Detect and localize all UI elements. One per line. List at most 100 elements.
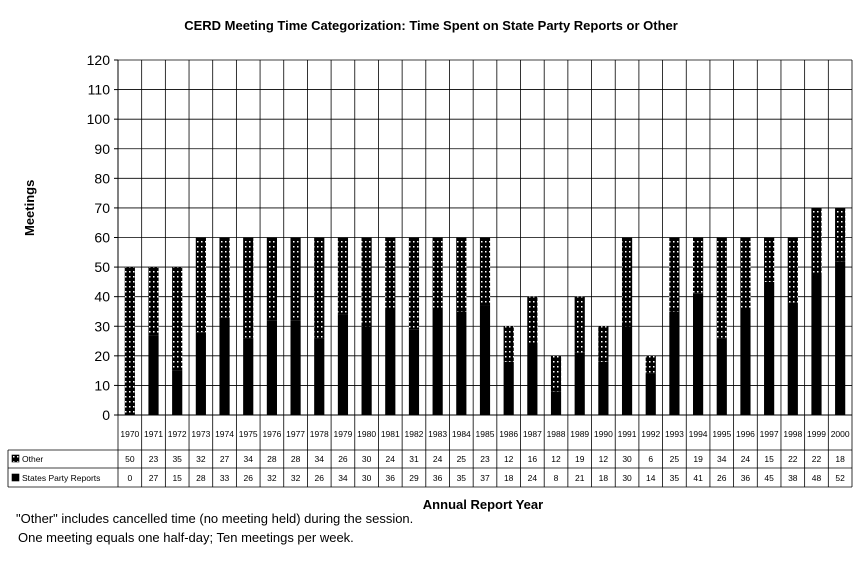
- x-tick-label: 1992: [641, 429, 660, 439]
- data-label-states-party-reports: 21: [575, 473, 585, 483]
- x-tick-label: 1978: [310, 429, 329, 439]
- x-tick-label: 1997: [760, 429, 779, 439]
- data-label-other: 12: [504, 454, 514, 464]
- x-tick-label: 1973: [191, 429, 210, 439]
- footnote-other: "Other" includes cancelled time (no meet…: [16, 511, 414, 526]
- bar-states-party-reports: [550, 391, 562, 415]
- y-tick-label: 70: [94, 200, 110, 216]
- y-tick-label: 10: [94, 377, 110, 393]
- data-label-other: 28: [267, 454, 277, 464]
- bar-other: [621, 237, 633, 327]
- x-tick-label: 1974: [215, 429, 234, 439]
- data-label-states-party-reports: 30: [622, 473, 632, 483]
- data-label-states-party-reports: 35: [670, 473, 680, 483]
- bar-states-party-reports: [148, 335, 159, 415]
- data-label-other: 19: [693, 454, 703, 464]
- data-label-states-party-reports: 27: [149, 473, 159, 483]
- bar-states-party-reports: [361, 326, 372, 415]
- data-label-states-party-reports: 0: [127, 473, 132, 483]
- x-tick-label: 1993: [665, 429, 684, 439]
- y-tick-label: 30: [94, 318, 110, 334]
- x-tick-label: 1987: [523, 429, 542, 439]
- bar-states-party-reports: [432, 308, 443, 415]
- bar-states-party-reports: [408, 329, 420, 415]
- bar-states-party-reports: [195, 332, 206, 415]
- data-label-other: 34: [717, 454, 727, 464]
- data-label-other: 35: [172, 454, 182, 464]
- data-label-states-party-reports: 18: [599, 473, 609, 483]
- data-label-other: 22: [788, 454, 798, 464]
- bar-other: [408, 237, 420, 330]
- bar-other: [811, 207, 822, 273]
- data-label-other: 50: [125, 454, 135, 464]
- data-label-other: 23: [480, 454, 490, 464]
- bar-states-party-reports: [669, 311, 680, 415]
- y-tick-label: 50: [94, 259, 110, 275]
- data-label-states-party-reports: 36: [741, 473, 751, 483]
- legend-key-other: [11, 454, 20, 463]
- data-label-other: 24: [433, 454, 443, 464]
- bar-other: [266, 237, 277, 321]
- data-label-states-party-reports: 36: [386, 473, 396, 483]
- x-tick-label: 1985: [476, 429, 495, 439]
- bar-other: [835, 207, 846, 262]
- bar-states-party-reports: [456, 311, 467, 415]
- x-tick-label: 1977: [286, 429, 305, 439]
- bar-other: [574, 296, 585, 353]
- bar-other: [314, 237, 325, 339]
- bar-other: [764, 237, 775, 282]
- y-tick-label: 20: [94, 348, 110, 364]
- bar-states-party-reports: [290, 320, 301, 415]
- data-label-other: 16: [528, 454, 538, 464]
- data-label-states-party-reports: 38: [788, 473, 798, 483]
- bar-other: [243, 237, 254, 339]
- bar-states-party-reports: [598, 361, 609, 415]
- bar-states-party-reports: [385, 308, 396, 415]
- bar-states-party-reports: [764, 281, 775, 415]
- data-label-other: 22: [812, 454, 822, 464]
- data-label-states-party-reports: 52: [835, 473, 845, 483]
- data-label-other: 19: [575, 454, 585, 464]
- x-tick-label: 1990: [594, 429, 613, 439]
- data-table: 1970 1971 1972 1973 1974 1975 1976 1977 1978 1979…: [7, 429, 852, 488]
- data-label-states-party-reports: 35: [457, 473, 467, 483]
- bar-other: [385, 237, 396, 309]
- y-tick-label: 90: [94, 141, 110, 157]
- data-label-states-party-reports: 32: [267, 473, 277, 483]
- y-tick-label: 110: [88, 82, 111, 98]
- bar-other: [740, 237, 751, 309]
- data-label-states-party-reports: 14: [646, 473, 656, 483]
- bar-states-party-reports: [621, 326, 633, 415]
- bar-other: [195, 237, 206, 333]
- data-label-states-party-reports: 34: [338, 473, 348, 483]
- bar-states-party-reports: [219, 317, 230, 415]
- y-tick-label: 40: [94, 289, 110, 305]
- data-label-states-party-reports: 28: [196, 473, 206, 483]
- bar-other: [669, 237, 680, 312]
- bar-states-party-reports: [740, 308, 751, 415]
- data-label-other: 30: [622, 454, 632, 464]
- bar-states-party-reports: [314, 338, 325, 415]
- data-label-other: 31: [409, 454, 419, 464]
- data-label-states-party-reports: 8: [554, 473, 559, 483]
- chart-title: CERD Meeting Time Categorization: Time S…: [184, 18, 678, 33]
- axes: 0 10 20 30 40 50 60 70 80 90 100 110 120: [87, 52, 852, 423]
- data-label-states-party-reports: 26: [243, 473, 253, 483]
- footnote-meeting-definition: One meeting equals one half-day; Ten mee…: [18, 530, 354, 545]
- data-label-other: 26: [338, 454, 348, 464]
- data-label-states-party-reports: 37: [480, 473, 490, 483]
- bar-other: [337, 237, 349, 315]
- bar-other: [432, 237, 443, 309]
- y-tick-label: 60: [94, 230, 110, 246]
- bar-other: [219, 237, 230, 318]
- bar-states-party-reports: [503, 361, 514, 415]
- data-label-other: 24: [386, 454, 396, 464]
- bar-states-party-reports: [266, 320, 277, 415]
- bar-states-party-reports: [787, 302, 798, 415]
- bar-other: [693, 237, 704, 294]
- data-label-other: 23: [149, 454, 159, 464]
- bar-states-party-reports: [243, 338, 254, 415]
- bar-states-party-reports: [479, 305, 491, 415]
- x-tick-label: 1994: [689, 429, 708, 439]
- data-label-states-party-reports: 32: [291, 473, 301, 483]
